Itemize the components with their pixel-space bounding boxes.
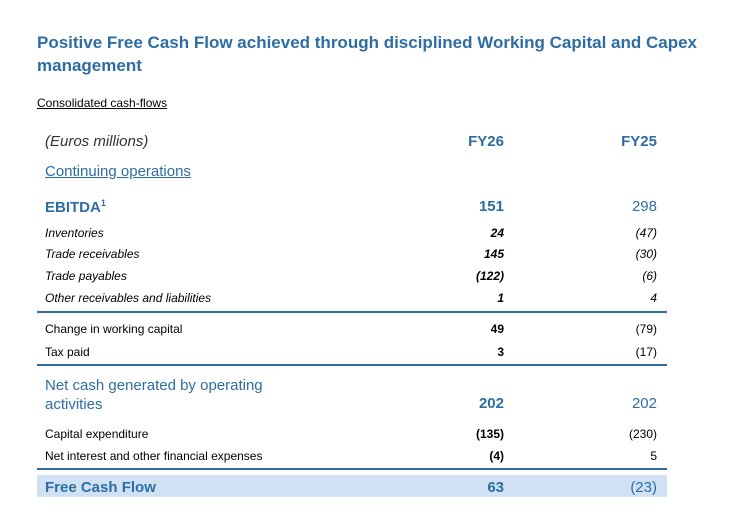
row-label: Trade receivables (45, 247, 140, 261)
fcf-fy25: (23) (630, 479, 657, 496)
row-label: Tax paid (45, 345, 90, 359)
row-fy25: (6) (642, 269, 657, 283)
row-fy26: (122) (475, 269, 504, 283)
ebitda-fy26: 151 (478, 198, 504, 215)
row-fy25: (17) (635, 345, 657, 359)
column-header-fy25: FY25 (621, 133, 657, 150)
row-fy26: 1 (497, 291, 504, 305)
row-fy25: 5 (650, 449, 657, 463)
fcf-label: Free Cash Flow (45, 479, 156, 496)
section-heading: Continuing operations (45, 163, 191, 180)
ebitda-label-text: EBITDA (45, 199, 101, 216)
net-cash-fy26: 202 (478, 395, 504, 412)
ebitda-footnote-marker: 1 (100, 198, 106, 208)
row-fy25: (79) (635, 322, 657, 336)
table-subtitle: Consolidated cash-flows (37, 96, 168, 110)
row-fy25: (230) (628, 427, 657, 441)
row-fy26: 49 (490, 322, 504, 336)
row-label: Change in working capital (45, 322, 183, 336)
section-divider (37, 311, 667, 313)
row-fy26: (135) (475, 427, 504, 441)
ebitda-label: EBITDA1 (45, 198, 106, 216)
row-fy25: 4 (650, 291, 657, 305)
row-label: Net interest and other financial expense… (45, 449, 263, 463)
ebitda-fy25: 298 (631, 198, 657, 215)
row-label: Inventories (45, 226, 104, 240)
row-label: Other receivables and liabilities (45, 291, 212, 305)
section-divider (37, 468, 667, 470)
row-label: Trade payables (45, 269, 127, 283)
fcf-highlight-band (37, 475, 667, 497)
row-fy26: 24 (490, 226, 504, 240)
net-cash-label: Net cash generated by operating activitie… (45, 376, 263, 414)
net-cash-fy25: 202 (631, 395, 657, 412)
net-cash-label-line2: activities (45, 396, 103, 413)
row-fy25: (47) (635, 226, 657, 240)
row-fy26: 3 (497, 345, 504, 359)
net-cash-label-line1: Net cash generated by operating (45, 377, 263, 394)
column-header-fy26: FY26 (468, 133, 504, 150)
page-title: Positive Free Cash Flow achieved through… (37, 33, 697, 75)
fcf-fy26: 63 (487, 479, 504, 496)
units-label: (Euros millions) (45, 133, 149, 150)
row-fy25: (30) (635, 247, 657, 261)
row-label: Capital expenditure (45, 427, 149, 441)
section-divider (37, 364, 667, 366)
row-fy26: 145 (483, 247, 504, 261)
row-fy26: (4) (489, 449, 504, 463)
